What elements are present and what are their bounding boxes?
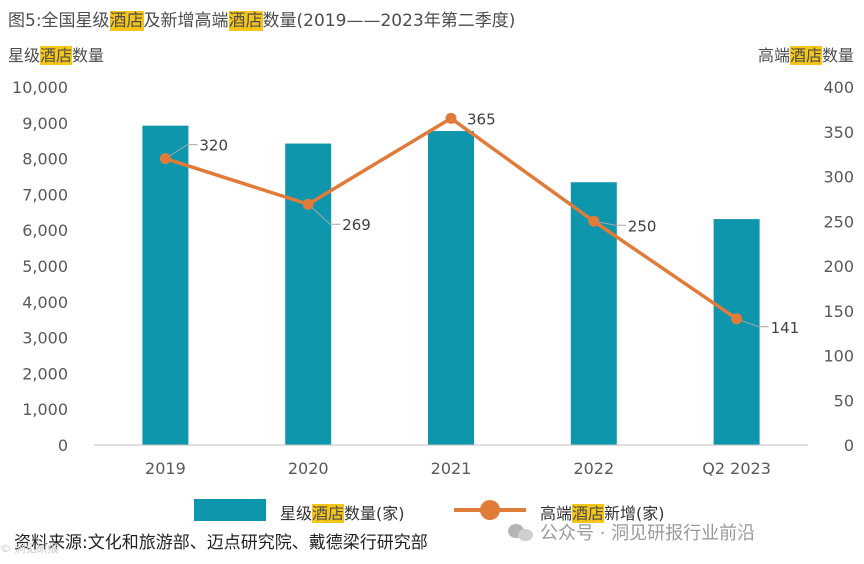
left-tick-label: 2,000 — [22, 364, 68, 383]
left-tick-label: 3,000 — [22, 329, 68, 348]
line-point-2020 — [302, 198, 314, 210]
source-note: 资料来源:文化和旅游部、迈点研究院、戴德梁行研究部 — [14, 533, 428, 553]
leader-line — [307, 203, 341, 225]
chart-title: 图5:全国星级酒店及新增高端酒店数量(2019——2023年第二季度) — [8, 11, 516, 31]
right-tick-label: 150 — [823, 302, 854, 321]
x-tick-label: 2019 — [145, 459, 186, 478]
watermark-text: 公众号 · 洞见研报行业前沿 — [540, 523, 756, 544]
left-tick-label: 5,000 — [22, 257, 68, 276]
watermark: 公众号 · 洞见研报行业前沿 — [508, 518, 755, 546]
right-tick-label: 250 — [823, 212, 854, 231]
right-tick-label: 50 — [834, 391, 854, 410]
legend-line-label: 高端酒店新增(家) — [540, 504, 665, 523]
right-axis-label: 高端酒店数量 — [757, 46, 854, 65]
line-data-label: 141 — [771, 319, 800, 337]
line-data-labels: 320 269 365 250 141 — [199, 110, 799, 336]
left-tick-label: 9,000 — [22, 114, 68, 133]
data-label-leaders — [165, 144, 769, 328]
line-data-label: 320 — [199, 137, 228, 155]
left-tick-label: 6,000 — [22, 221, 68, 240]
legend: 星级酒店数量(家) 高端酒店新增(家) — [0, 496, 864, 524]
wechat-icon — [508, 522, 534, 542]
leader-line — [736, 318, 769, 328]
line-point-2019 — [159, 153, 171, 165]
right-tick-label: 300 — [823, 168, 854, 187]
left-tick-label: 10,000 — [12, 78, 68, 97]
right-tick-label: 100 — [823, 347, 854, 366]
left-tick-label: 8,000 — [22, 150, 68, 169]
bar-series — [142, 125, 760, 445]
line-data-label: 269 — [342, 216, 371, 234]
legend-bar-swatch — [194, 499, 266, 521]
bar-2020 — [285, 143, 332, 445]
leader-line — [593, 220, 626, 226]
legend-line-marker — [480, 500, 500, 520]
left-tick-label: 7,000 — [22, 185, 68, 204]
x-tick-label: 2022 — [573, 459, 614, 478]
line-points — [159, 112, 743, 325]
left-tick-label: 0 — [58, 436, 68, 455]
x-axis-ticks: 2019 2020 2021 2022 Q2 2023 — [145, 459, 771, 478]
line-data-label: 365 — [467, 110, 496, 128]
right-tick-label: 200 — [823, 257, 854, 276]
legend-bar-label: 星级酒店数量(家) — [280, 504, 405, 523]
left-tick-label: 1,000 — [22, 400, 68, 419]
line-point-q2-2023 — [731, 313, 743, 325]
left-axis-ticks: 0 1,000 2,000 3,000 4,000 5,000 6,000 7,000 8,00… — [12, 78, 68, 455]
right-axis-ticks: 0 50 100 150 200 250 300 350 400 — [823, 78, 854, 455]
line-point-2021 — [445, 112, 457, 124]
x-tick-label: 2020 — [288, 459, 329, 478]
corner-watermark: © 洞见研报 — [0, 542, 59, 555]
bar-2019 — [142, 125, 189, 445]
left-axis-label: 星级酒店数量 — [8, 46, 105, 65]
line-point-2022 — [588, 215, 600, 227]
right-tick-label: 350 — [823, 123, 854, 142]
chart-plot: 0 1,000 2,000 3,000 4,000 5,000 6,000 7,000 8,00… — [12, 78, 854, 478]
x-tick-label: 2021 — [431, 459, 472, 478]
bar-q2-2023 — [713, 219, 760, 445]
x-tick-label: Q2 2023 — [702, 459, 771, 478]
left-tick-label: 4,000 — [22, 293, 68, 312]
leader-line — [165, 144, 198, 160]
line-data-label: 250 — [628, 217, 657, 235]
right-tick-label: 400 — [823, 78, 854, 97]
bar-2021 — [428, 131, 474, 445]
right-tick-label: 0 — [844, 436, 854, 455]
